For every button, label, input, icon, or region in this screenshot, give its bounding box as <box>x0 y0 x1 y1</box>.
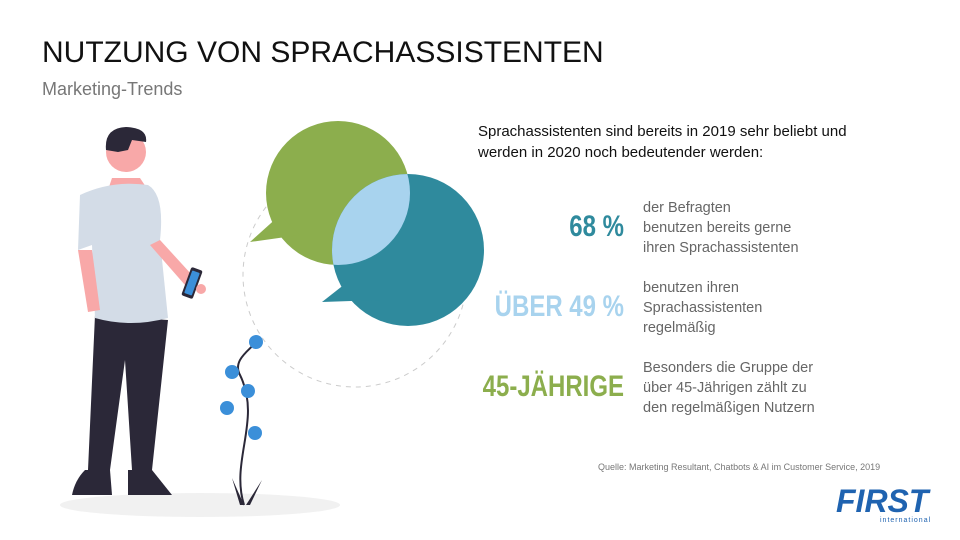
stat-text: regelmäßig <box>643 320 716 336</box>
source: Quelle: Marketing Resultant, Chatbots & … <box>598 462 880 472</box>
stat-figure: 45-JÄHRIGE <box>483 368 624 402</box>
ground <box>60 493 340 517</box>
stat-text: über 45-Jährigen zählt zu <box>643 380 807 396</box>
logo-name: FIRST <box>836 483 931 519</box>
stat-text: benutzen ihren <box>643 280 739 296</box>
intro-line: werden in 2020 noch bedeutender werden: <box>477 144 763 161</box>
stat-figure: ÜBER 49 % <box>495 288 624 322</box>
plant <box>220 335 263 506</box>
stat-text: Besonders die Gruppe der <box>643 360 813 376</box>
logo-tagline: international <box>880 517 931 524</box>
stat-text: ihren Sprachassistenten <box>643 240 799 256</box>
intro-line: Sprachassistenten sind bereits in 2019 s… <box>478 123 847 140</box>
stat-text: Sprachassistenten <box>643 300 762 316</box>
illustration <box>60 121 484 517</box>
stat-text: benutzen bereits gerne <box>643 220 791 236</box>
stat-text: der Befragten <box>643 200 731 216</box>
title: NUTZUNG VON SPRACHASSISTENTEN <box>42 36 604 69</box>
subtitle: Marketing-Trends <box>42 79 182 99</box>
stat-figure: 68 % <box>569 208 624 242</box>
person <box>72 127 206 495</box>
stats: 68 % der Befragten benutzen bereits gerne i… <box>483 200 815 416</box>
logo: FIRST international <box>836 483 931 524</box>
stat-text: den regelmäßigen Nutzern <box>643 400 815 416</box>
speech-bubble-teal <box>322 174 484 326</box>
